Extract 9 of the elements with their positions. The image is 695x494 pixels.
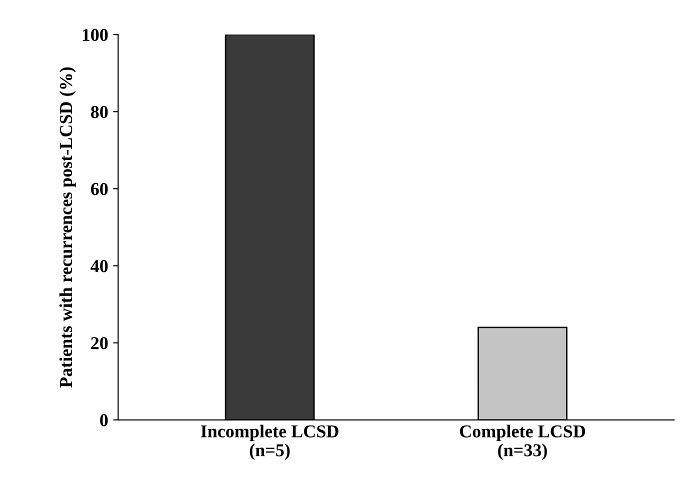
y-axis-title: Patients with recurrences post-LCSD (%) [59, 67, 76, 388]
y-tick-label: 100 [82, 28, 108, 42]
y-tick-label: 60 [90, 182, 108, 196]
y-tick-label: 0 [100, 414, 108, 426]
x-tick-label: Complete LCSD (n=33) [460, 424, 586, 460]
y-tick-label: 80 [90, 106, 108, 118]
x-tick-label: Incomplete LCSD (n=5) [200, 424, 338, 460]
y-tick-label: 40 [90, 260, 108, 272]
y-tick-label: 20 [91, 337, 108, 350]
